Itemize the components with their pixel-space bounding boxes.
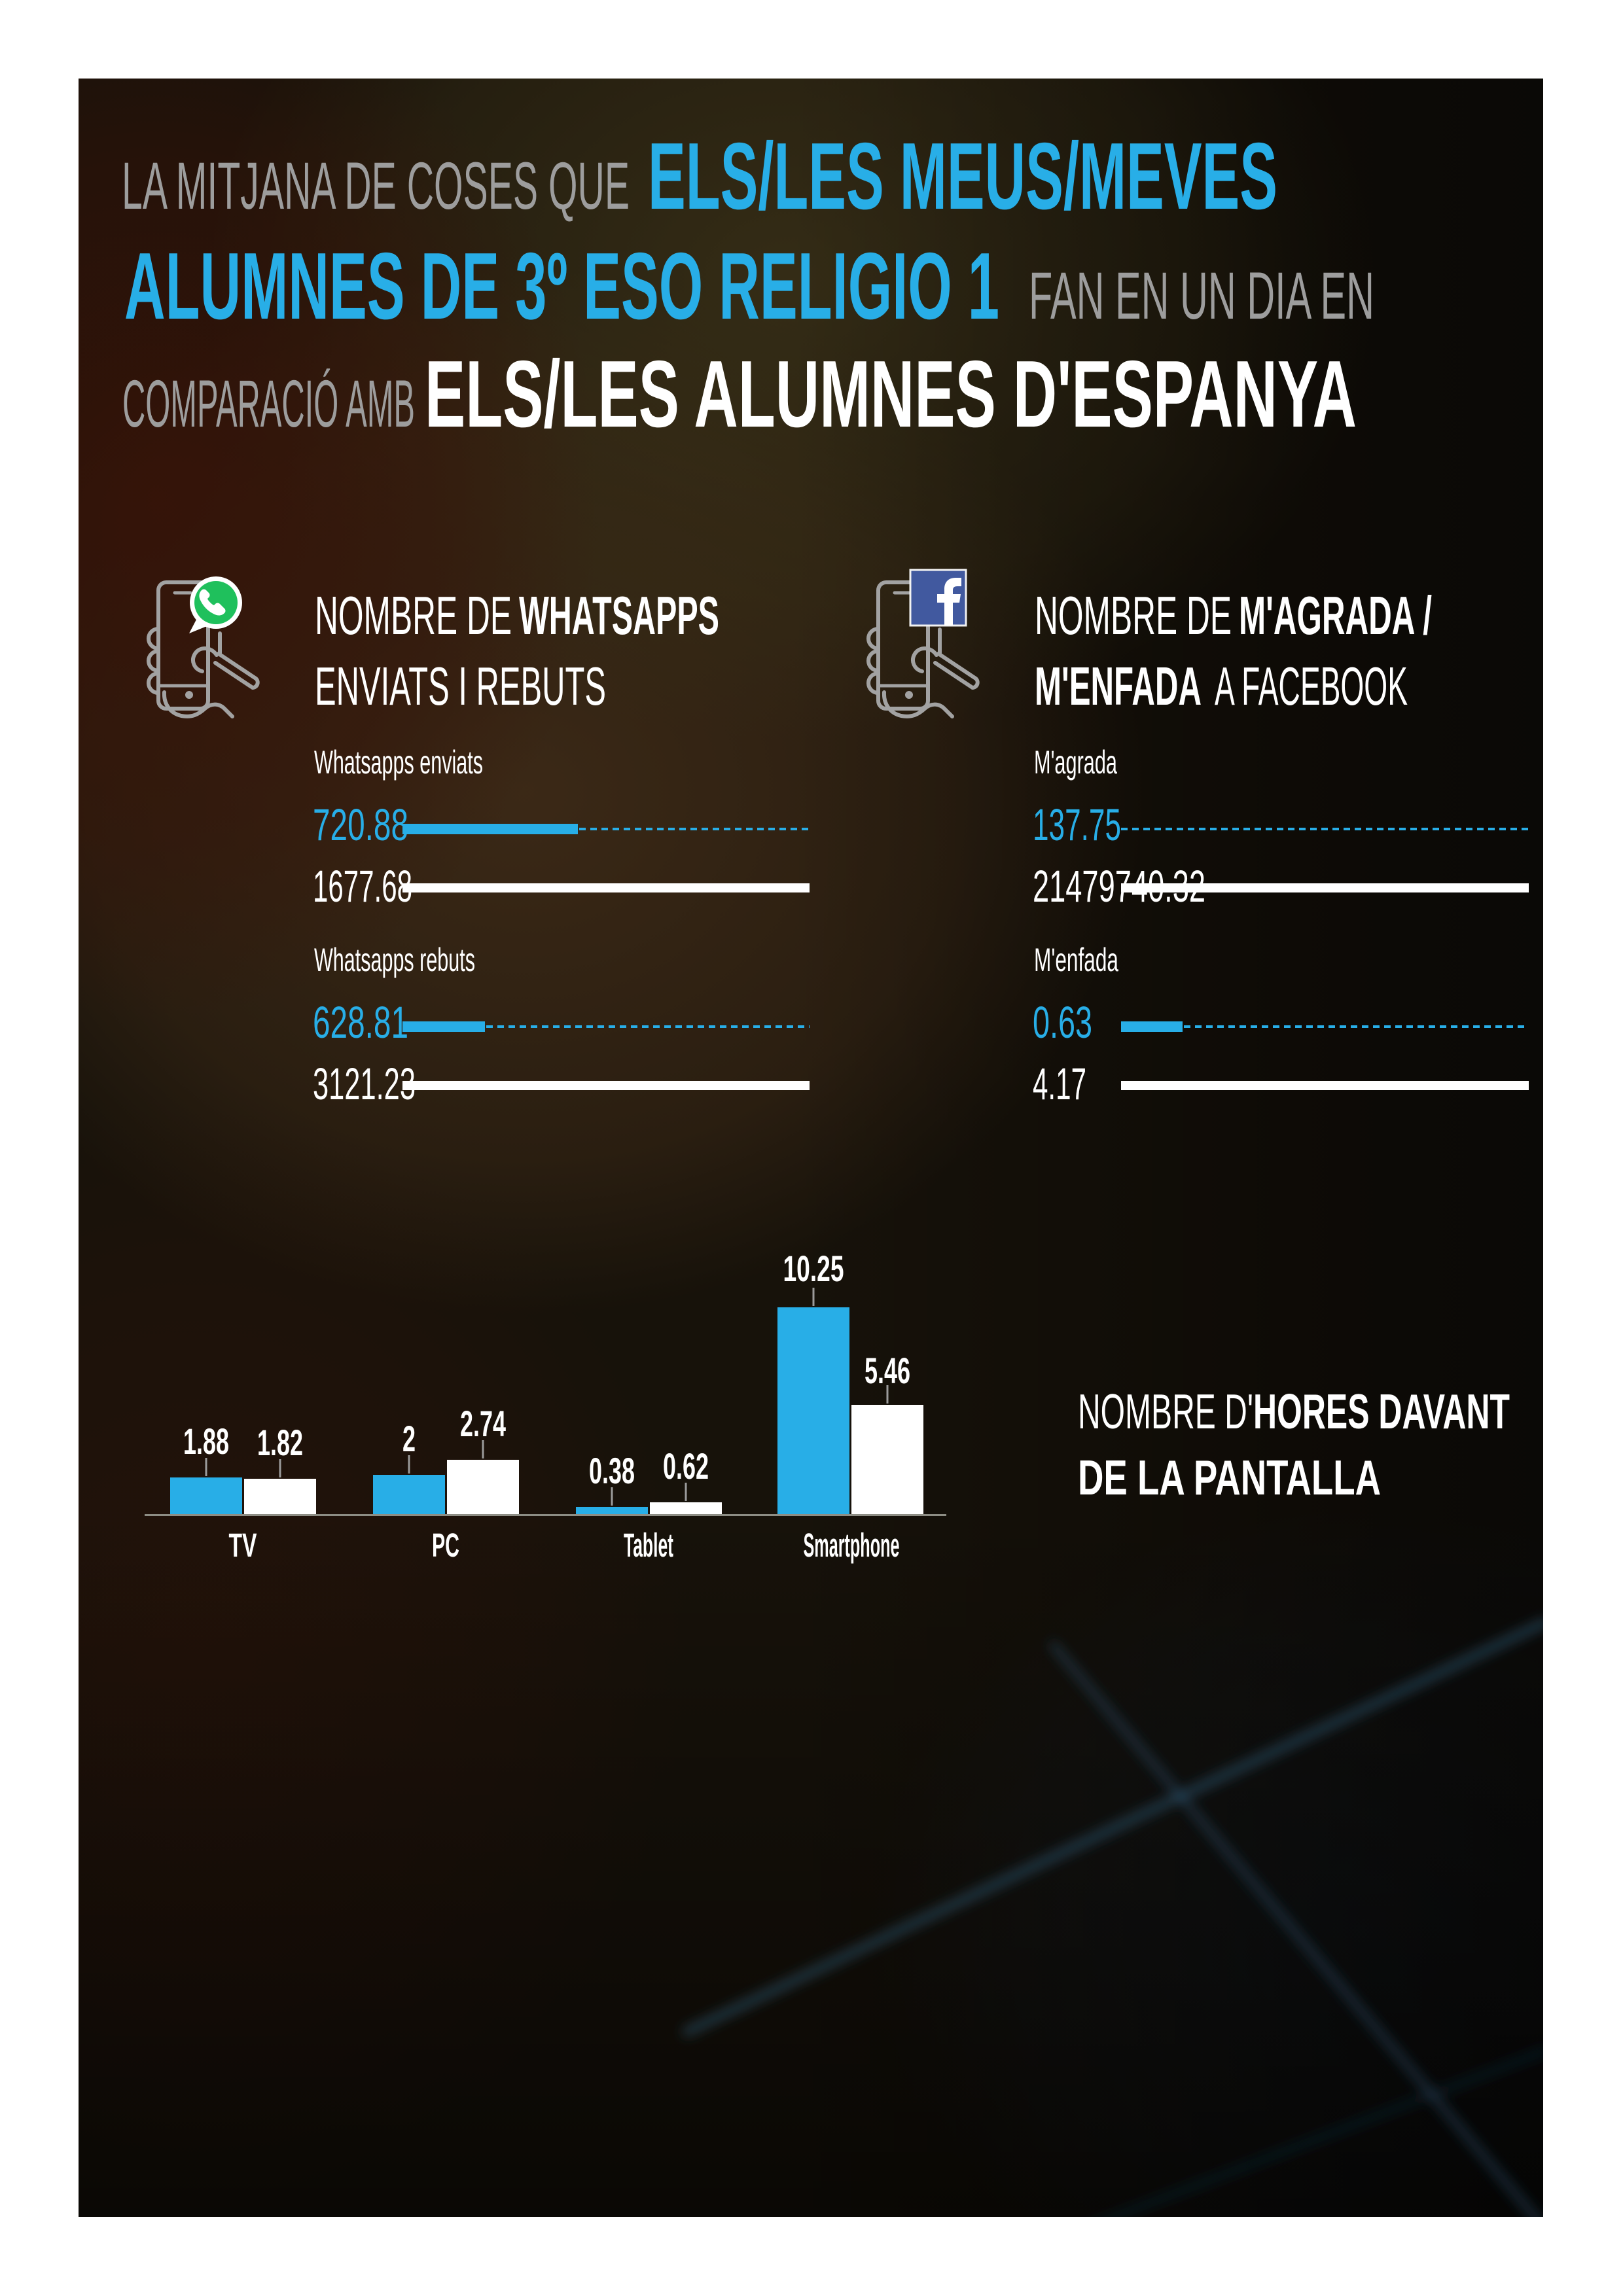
svg-text:ALUMNES DE 3º ESO RELIGIO 1: ALUMNES DE 3º ESO RELIGIO 1	[124, 233, 999, 339]
svg-text:COMPARACIÓ AMB: COMPARACIÓ AMB	[122, 366, 415, 441]
svg-text:M'AGRADA /: M'AGRADA /	[1239, 585, 1432, 646]
svg-text:M'enfada: M'enfada	[1034, 942, 1118, 978]
svg-text:ELS/LES ALUMNES D'ESPANYA: ELS/LES ALUMNES D'ESPANYA	[425, 341, 1357, 447]
svg-text:137.75: 137.75	[1033, 800, 1121, 850]
svg-text:ELS/LES MEUS/MEVES: ELS/LES MEUS/MEVES	[648, 123, 1277, 229]
svg-text:0.38: 0.38	[589, 1450, 635, 1491]
svg-text:0.63: 0.63	[1033, 997, 1092, 1048]
svg-text:TV: TV	[229, 1527, 257, 1564]
svg-text:3121.23: 3121.23	[313, 1059, 416, 1109]
svg-text:Whatsapps enviats: Whatsapps enviats	[314, 744, 483, 781]
svg-text:2.74: 2.74	[460, 1403, 506, 1444]
svg-text:1.82: 1.82	[257, 1422, 303, 1463]
svg-text:1677.68: 1677.68	[313, 861, 412, 911]
svg-text:Smartphone: Smartphone	[804, 1527, 900, 1564]
svg-text:628.81: 628.81	[313, 997, 408, 1048]
svg-text:A FACEBOOK: A FACEBOOK	[1215, 656, 1408, 716]
svg-text:720.88: 720.88	[313, 800, 408, 850]
svg-text:5.46: 5.46	[865, 1350, 910, 1391]
svg-text:2: 2	[402, 1418, 416, 1459]
svg-text:4.17: 4.17	[1033, 1059, 1086, 1109]
svg-text:0.62: 0.62	[663, 1445, 709, 1487]
svg-text:10.25: 10.25	[783, 1248, 844, 1289]
svg-text:PC: PC	[432, 1527, 459, 1564]
svg-text:WHATSAPPS: WHATSAPPS	[519, 585, 719, 646]
svg-text:FAN EN UN DIA EN: FAN EN UN DIA EN	[1029, 258, 1374, 333]
svg-text:NOMBRE DE: NOMBRE DE	[1035, 585, 1232, 646]
svg-text:HORES DAVANT: HORES DAVANT	[1253, 1384, 1510, 1439]
svg-text:ENVIATS I REBUTS: ENVIATS I REBUTS	[315, 656, 606, 716]
svg-text:LA MITJANA DE COSES QUE: LA MITJANA DE COSES QUE	[122, 149, 630, 223]
svg-text:Whatsapps rebuts: Whatsapps rebuts	[314, 942, 475, 978]
svg-text:NOMBRE DE: NOMBRE DE	[315, 585, 512, 646]
svg-text:DE LA PANTALLA: DE LA PANTALLA	[1078, 1450, 1381, 1505]
svg-text:1.88: 1.88	[183, 1421, 229, 1462]
svg-text:M'agrada: M'agrada	[1034, 744, 1117, 781]
svg-text:Tablet: Tablet	[624, 1527, 673, 1564]
svg-text:M'ENFADA: M'ENFADA	[1035, 656, 1202, 716]
svg-text:NOMBRE D': NOMBRE D'	[1078, 1384, 1253, 1439]
